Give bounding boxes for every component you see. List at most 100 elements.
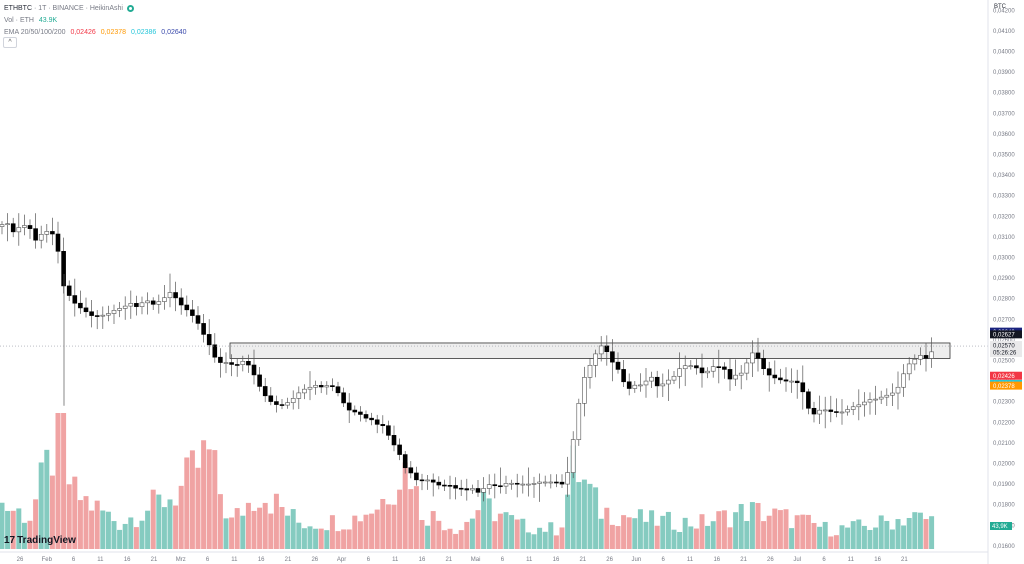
candle[interactable] bbox=[22, 225, 27, 228]
candle[interactable] bbox=[845, 409, 850, 413]
candle[interactable] bbox=[201, 323, 206, 335]
candle[interactable] bbox=[419, 479, 425, 482]
candle[interactable] bbox=[817, 409, 822, 415]
candle[interactable] bbox=[0, 224, 5, 227]
candle[interactable] bbox=[929, 351, 934, 359]
candle[interactable] bbox=[55, 233, 61, 252]
candle[interactable] bbox=[615, 361, 621, 370]
candle[interactable] bbox=[106, 313, 111, 316]
candle[interactable] bbox=[498, 485, 503, 488]
candle[interactable] bbox=[638, 384, 643, 387]
candle[interactable] bbox=[307, 386, 313, 390]
candle[interactable] bbox=[117, 308, 122, 311]
interval[interactable]: 1T bbox=[38, 5, 47, 12]
candle[interactable] bbox=[139, 302, 145, 307]
chevron-up-icon[interactable]: ^ bbox=[3, 37, 17, 48]
candle[interactable] bbox=[430, 479, 436, 483]
candle[interactable] bbox=[178, 297, 184, 306]
candle[interactable] bbox=[856, 404, 862, 408]
candle[interactable] bbox=[806, 391, 811, 409]
candle[interactable] bbox=[206, 334, 212, 346]
market-status-icon[interactable] bbox=[126, 4, 134, 12]
candle[interactable] bbox=[800, 382, 806, 393]
candle[interactable] bbox=[464, 488, 470, 491]
candle[interactable] bbox=[481, 488, 486, 493]
candle[interactable] bbox=[918, 355, 923, 360]
candle[interactable] bbox=[923, 355, 929, 359]
candle[interactable] bbox=[822, 409, 828, 412]
candle[interactable] bbox=[274, 401, 279, 405]
candle[interactable] bbox=[682, 365, 688, 370]
candle[interactable] bbox=[850, 406, 856, 410]
candle[interactable] bbox=[514, 482, 520, 485]
candle[interactable] bbox=[251, 364, 257, 376]
candle[interactable] bbox=[324, 385, 330, 388]
candle[interactable] bbox=[587, 364, 593, 378]
candle[interactable] bbox=[100, 314, 106, 317]
candle[interactable] bbox=[509, 482, 514, 485]
candle[interactable] bbox=[167, 292, 173, 299]
candle[interactable] bbox=[195, 315, 201, 324]
candle[interactable] bbox=[632, 384, 638, 389]
candle[interactable] bbox=[890, 392, 895, 396]
candle[interactable] bbox=[458, 487, 464, 490]
candle[interactable] bbox=[526, 483, 531, 486]
candle[interactable] bbox=[234, 364, 240, 366]
candle[interactable] bbox=[374, 419, 380, 425]
candle[interactable] bbox=[128, 303, 134, 307]
candle[interactable] bbox=[901, 373, 906, 388]
candle[interactable] bbox=[542, 481, 548, 484]
candle[interactable] bbox=[414, 472, 419, 481]
candle[interactable] bbox=[503, 483, 509, 487]
candle[interactable] bbox=[738, 372, 744, 376]
candle[interactable] bbox=[386, 425, 391, 436]
candle[interactable] bbox=[279, 404, 285, 406]
candle[interactable] bbox=[391, 435, 397, 446]
candle[interactable] bbox=[268, 395, 274, 402]
candle[interactable] bbox=[761, 358, 766, 370]
candle[interactable] bbox=[766, 368, 772, 376]
candle[interactable] bbox=[828, 409, 834, 412]
candle[interactable] bbox=[486, 484, 492, 489]
candle[interactable] bbox=[408, 467, 414, 474]
candle[interactable] bbox=[598, 345, 604, 355]
ema-legend-row[interactable]: EMA 20/50/100/200 0,02426 0,02378 0,0238… bbox=[4, 27, 187, 39]
tradingview-logo[interactable]: 17 TradingView bbox=[4, 535, 76, 546]
candle[interactable] bbox=[492, 484, 498, 487]
candle[interactable] bbox=[262, 386, 268, 397]
candle[interactable] bbox=[654, 376, 660, 387]
candle[interactable] bbox=[33, 228, 38, 241]
candle[interactable] bbox=[397, 444, 402, 455]
price-axis[interactable]: 0,04200 0,04100 0,04000 0,03900 0,03800 0,037… bbox=[993, 8, 1015, 550]
candle[interactable] bbox=[212, 344, 218, 358]
candle[interactable] bbox=[380, 424, 386, 427]
candle[interactable] bbox=[839, 411, 845, 414]
candle[interactable] bbox=[89, 311, 94, 316]
candle[interactable] bbox=[559, 481, 565, 485]
candle[interactable] bbox=[436, 481, 442, 486]
candle[interactable] bbox=[447, 485, 453, 487]
candle[interactable] bbox=[61, 251, 66, 287]
candle[interactable] bbox=[290, 398, 296, 403]
candle[interactable] bbox=[660, 383, 666, 387]
candle[interactable] bbox=[83, 307, 89, 313]
candle[interactable] bbox=[744, 362, 750, 374]
candle[interactable] bbox=[122, 305, 128, 309]
candle[interactable] bbox=[722, 366, 727, 370]
candle[interactable] bbox=[369, 417, 374, 421]
price-axis-currency[interactable]: BTC bbox=[994, 4, 1006, 10]
candle[interactable] bbox=[16, 227, 22, 233]
support-zone[interactable] bbox=[229, 342, 951, 359]
candle[interactable] bbox=[643, 380, 649, 386]
candle[interactable] bbox=[873, 398, 878, 401]
candle[interactable] bbox=[699, 367, 705, 374]
candle[interactable] bbox=[694, 365, 699, 369]
volume-legend-row[interactable]: Vol · ETH 43.9K bbox=[4, 15, 187, 27]
candle[interactable] bbox=[335, 386, 341, 394]
candle[interactable] bbox=[134, 303, 139, 307]
candle[interactable] bbox=[150, 300, 156, 305]
candle[interactable] bbox=[604, 345, 610, 352]
candle[interactable] bbox=[229, 362, 234, 365]
candle[interactable] bbox=[649, 376, 654, 382]
